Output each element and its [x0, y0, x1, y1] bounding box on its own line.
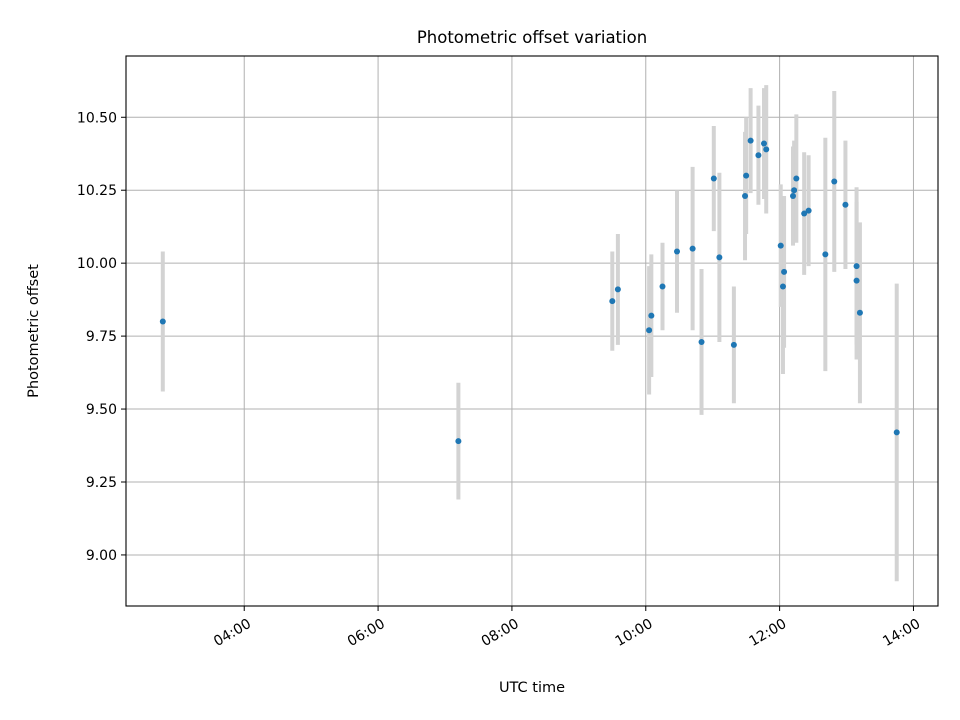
data-point — [689, 245, 696, 252]
data-point — [793, 175, 800, 182]
data-point — [755, 152, 762, 159]
data-point — [659, 283, 666, 290]
data-point — [648, 312, 655, 319]
data-point — [710, 175, 717, 182]
y-axis-label: Photometric offset — [26, 264, 42, 398]
data-point — [742, 193, 749, 200]
chart-title: Photometric offset variation — [417, 28, 647, 47]
data-point — [743, 172, 750, 179]
grid — [126, 56, 938, 606]
data-point — [159, 318, 166, 325]
data-point — [822, 251, 829, 258]
data-point — [763, 146, 770, 153]
x-axis-label: UTC time — [499, 680, 565, 696]
data-points — [159, 137, 900, 445]
y-tick-label: 10.00 — [77, 256, 117, 272]
data-point — [801, 210, 808, 217]
data-point — [791, 187, 798, 194]
data-point — [716, 254, 723, 261]
data-point — [831, 178, 838, 185]
y-tick-label: 10.50 — [77, 110, 117, 126]
data-point — [698, 338, 705, 345]
data-point — [455, 438, 462, 445]
data-point — [761, 140, 767, 147]
data-point — [790, 193, 796, 200]
plot-frame — [125, 55, 939, 607]
data-point — [853, 277, 860, 284]
data-point — [609, 298, 616, 305]
data-point — [856, 309, 863, 316]
data-point — [853, 263, 860, 270]
data-point — [805, 207, 812, 214]
data-point — [781, 268, 788, 275]
y-tick-label: 9.00 — [86, 548, 117, 564]
y-tick-label: 10.25 — [77, 183, 117, 199]
data-point — [779, 283, 786, 290]
data-point — [777, 242, 784, 249]
data-point — [674, 248, 680, 255]
data-point — [842, 201, 849, 208]
y-tick-label: 9.50 — [86, 402, 117, 418]
y-tick-label: 9.25 — [86, 475, 117, 491]
y-tick-label: 9.75 — [86, 329, 117, 345]
data-point — [747, 137, 754, 144]
data-point — [730, 341, 737, 348]
data-point — [614, 286, 621, 293]
data-point — [893, 429, 900, 436]
y-axis-ticks: 9.00 9.25 9.50 9.75 10.00 10.25 10.50 — [77, 110, 126, 564]
data-point — [646, 327, 653, 334]
